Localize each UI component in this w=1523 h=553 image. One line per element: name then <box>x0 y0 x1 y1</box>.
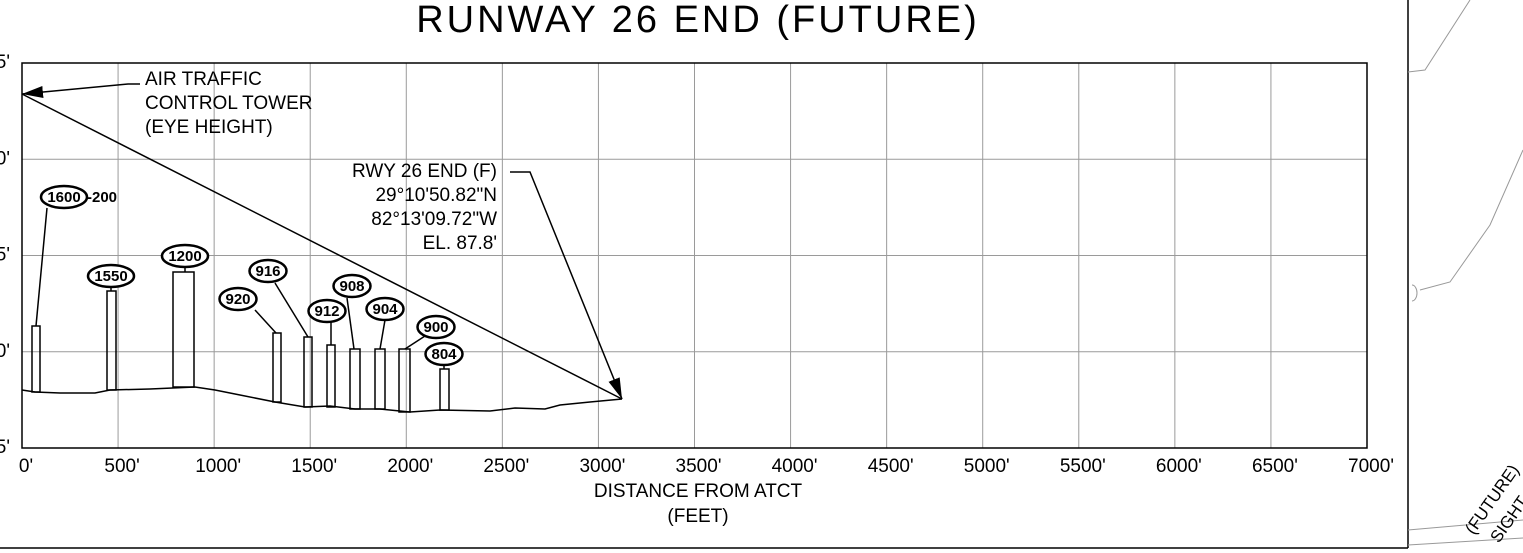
x-tick-label: 3000' <box>579 456 625 477</box>
runway-note: RWY 26 END (F) <box>352 161 497 182</box>
runway-note: 82°13'09.72"W <box>371 209 497 230</box>
obstruction-tag <box>424 341 464 367</box>
y-tick-label: 0' <box>0 341 10 362</box>
obstruction <box>172 271 195 388</box>
runway-note: EL. 87.8' <box>423 233 497 254</box>
obstruction-label: 908 <box>339 278 364 295</box>
obstruction-leader <box>346 297 355 350</box>
runway-note: 29°10'50.82"N <box>375 185 497 206</box>
obstruction <box>439 368 450 411</box>
obstruction-label: 1200 <box>168 248 201 265</box>
obstruction-tag <box>416 314 456 340</box>
x-tick-label: 2500' <box>483 456 529 477</box>
obstruction <box>374 348 386 410</box>
x-tick-label: 5500' <box>1060 456 1106 477</box>
site-plan <box>1407 0 1523 546</box>
obstruction <box>349 348 361 410</box>
obstruction <box>31 325 41 393</box>
y-tick-label: 5' <box>0 245 10 266</box>
obstruction <box>303 336 313 408</box>
tower-leader <box>21 83 140 99</box>
x-tick-label: 2000' <box>387 456 433 477</box>
obstruction-label: 804 <box>431 346 457 363</box>
x-axis-unit: (FEET) <box>667 506 728 527</box>
obstruction-leader <box>404 335 426 350</box>
y-tick-label: 0' <box>0 148 10 169</box>
x-tick-label: 5000' <box>964 456 1010 477</box>
sight-line <box>21 93 623 400</box>
x-tick-label: 500' <box>104 456 139 477</box>
obstruction-suffix: -200 <box>87 189 117 206</box>
obstruction-tag <box>248 258 288 284</box>
obstruction-tag <box>365 296 405 322</box>
tower-note: (EYE HEIGHT) <box>145 117 273 138</box>
obstruction <box>106 290 117 391</box>
x-tick-label: 7000' <box>1348 456 1394 477</box>
obstruction-leader <box>35 207 48 327</box>
x-tick-label: 4500' <box>868 456 914 477</box>
terrain <box>21 386 623 413</box>
x-tick-label: 0' <box>19 456 33 477</box>
plot-frame <box>21 62 1368 449</box>
obstruction-tag <box>39 184 89 210</box>
obstruction-label: 904 <box>372 301 398 318</box>
obstruction-tag <box>86 263 136 289</box>
obstruction-label: 920 <box>225 291 250 308</box>
obstruction-leader <box>379 319 386 350</box>
obstruction-label: 912 <box>314 303 339 320</box>
obstruction-tag <box>307 298 347 324</box>
obstruction <box>326 344 336 408</box>
obstruction-tag <box>160 243 210 269</box>
x-tick-label: 6500' <box>1252 456 1298 477</box>
obstruction <box>272 332 282 403</box>
x-axis-label: DISTANCE FROM ATCT <box>594 481 803 502</box>
x-tick-label: 1500' <box>291 456 337 477</box>
runway-leader <box>510 171 623 400</box>
tower-note: CONTROL TOWER <box>145 93 313 114</box>
obstruction-label: 900 <box>423 319 448 336</box>
obstruction-tag <box>218 286 258 312</box>
y-tick-label: 5' <box>0 52 10 73</box>
obstruction-label: 1600 <box>47 189 80 206</box>
x-tick-label: 4000' <box>772 456 818 477</box>
obstruction-label: 1550 <box>94 268 127 285</box>
tower-note: AIR TRAFFIC <box>145 69 262 90</box>
obstruction-tag <box>332 273 372 299</box>
x-tick-label: 3500' <box>676 456 722 477</box>
title: RUNWAY 26 END (FUTURE) <box>416 0 980 41</box>
obstruction-leader <box>274 282 309 338</box>
x-tick-label: 6000' <box>1156 456 1202 477</box>
x-tick-label: 1000' <box>195 456 241 477</box>
y-tick-label: 5' <box>0 437 10 458</box>
obstruction-leader <box>254 309 277 334</box>
grid <box>22 63 1367 448</box>
obstruction-label: 916 <box>255 263 280 280</box>
obstruction <box>398 348 411 413</box>
